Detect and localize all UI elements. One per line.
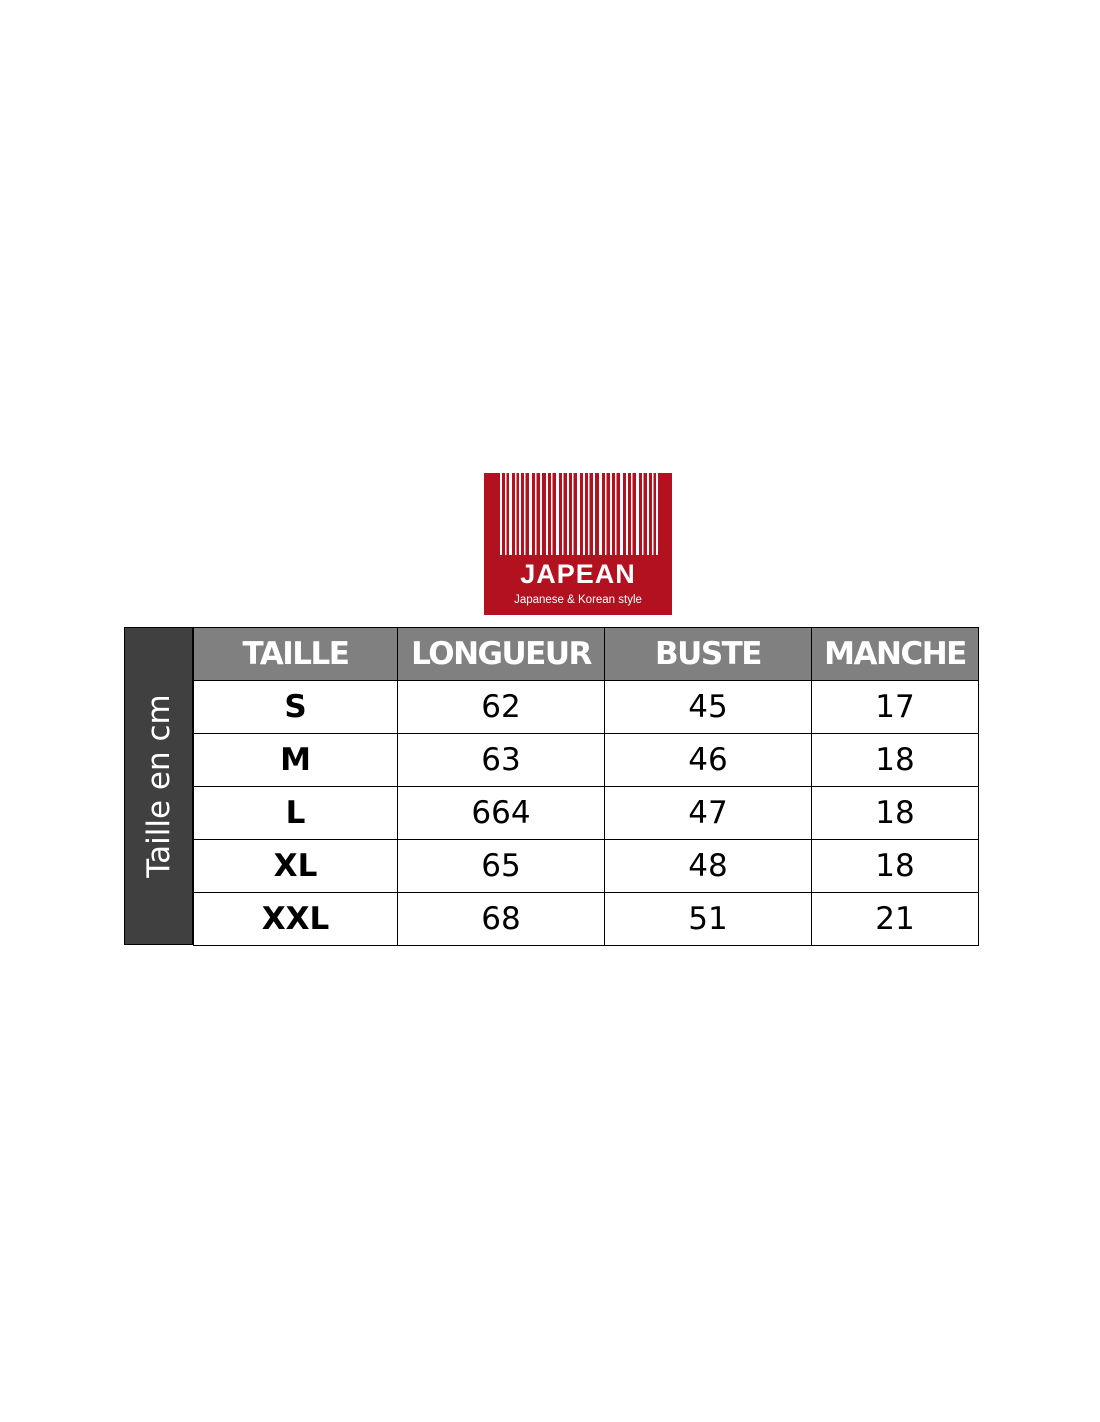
table-row: XXL 68 51 21 xyxy=(193,892,979,946)
cell-longueur: 664 xyxy=(397,786,605,840)
barcode-stripe xyxy=(529,473,532,555)
table-row: XL 65 48 18 xyxy=(193,839,979,893)
barcode-stripe xyxy=(593,473,595,555)
cell-buste: 46 xyxy=(604,733,812,787)
barcode-stripe xyxy=(577,473,580,555)
brand-logo: JAPEAN Japanese & Korean style xyxy=(484,473,672,615)
barcode-stripe xyxy=(647,473,649,555)
cell-size: XXL xyxy=(193,892,398,946)
cell-manche: 18 xyxy=(811,839,979,893)
logo-brand-name: JAPEAN xyxy=(520,559,636,589)
barcode-stripe xyxy=(599,473,602,555)
barcode-stripe xyxy=(509,473,512,555)
barcode-stripe xyxy=(515,473,517,555)
cell-manche: 17 xyxy=(811,680,979,734)
logo-tagline: Japanese & Korean style xyxy=(514,594,642,606)
barcode-stripe xyxy=(551,473,553,555)
barcode-stripe xyxy=(615,473,617,555)
barcode-stripe xyxy=(588,473,590,555)
table-row: S 62 45 17 xyxy=(193,680,979,734)
cell-manche: 18 xyxy=(811,733,979,787)
header-buste: BUSTE xyxy=(604,627,812,681)
barcode-stripe xyxy=(562,473,564,555)
barcode-stripe xyxy=(626,473,628,555)
barcode-stripe xyxy=(535,473,537,555)
barcode-stripe xyxy=(652,473,654,555)
unit-label: Taille en cm xyxy=(140,694,177,878)
cell-manche: 18 xyxy=(811,786,979,840)
barcode-stripe xyxy=(636,473,639,555)
barcode-stripe xyxy=(605,473,607,555)
barcode-stripe xyxy=(524,473,526,555)
header-taille: TAILLE xyxy=(193,627,398,681)
barcode-stripe xyxy=(556,473,559,555)
cell-buste: 45 xyxy=(604,680,812,734)
barcode-stripe xyxy=(505,473,507,555)
cell-size: M xyxy=(193,733,398,787)
cell-longueur: 65 xyxy=(397,839,605,893)
cell-buste: 47 xyxy=(604,786,812,840)
table-header-row: TAILLE LONGUEUR BUSTE MANCHE xyxy=(193,627,979,681)
barcode-graphic xyxy=(500,473,658,555)
barcode-stripe xyxy=(656,473,658,555)
cell-longueur: 63 xyxy=(397,733,605,787)
size-chart-table: TAILLE LONGUEUR BUSTE MANCHE S 62 45 17 M 63 4… xyxy=(193,627,979,946)
cell-size: S xyxy=(193,680,398,734)
cell-size: L xyxy=(193,786,398,840)
barcode-stripe xyxy=(519,473,521,555)
cell-longueur: 68 xyxy=(397,892,605,946)
cell-size: XL xyxy=(193,839,398,893)
barcode-stripe xyxy=(546,473,548,555)
barcode-stripe xyxy=(572,473,574,555)
barcode-stripe xyxy=(583,473,585,555)
side-label-column: Taille en cm xyxy=(124,627,193,945)
barcode-stripe xyxy=(620,473,623,555)
table-row: M 63 46 18 xyxy=(193,733,979,787)
header-longueur: LONGUEUR xyxy=(397,627,605,681)
cell-buste: 51 xyxy=(604,892,812,946)
cell-buste: 48 xyxy=(604,839,812,893)
barcode-stripe xyxy=(610,473,612,555)
barcode-stripe xyxy=(540,473,542,555)
barcode-stripe xyxy=(567,473,569,555)
barcode-stripe xyxy=(631,473,633,555)
cell-longueur: 62 xyxy=(397,680,605,734)
table-row: L 664 47 18 xyxy=(193,786,979,840)
barcode-stripe xyxy=(500,473,502,555)
header-manche: MANCHE xyxy=(811,627,979,681)
cell-manche: 21 xyxy=(811,892,979,946)
barcode-stripe xyxy=(642,473,644,555)
